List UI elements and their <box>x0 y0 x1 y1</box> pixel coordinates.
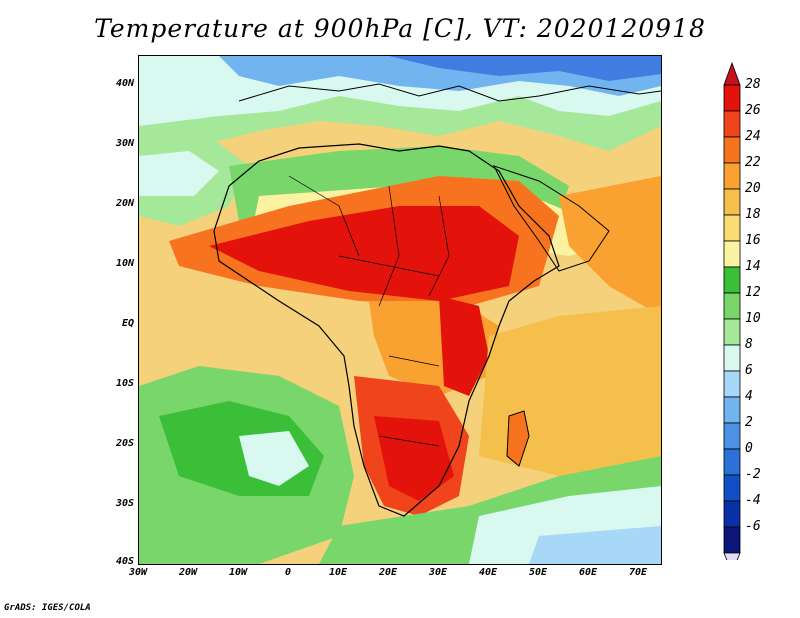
colorbar-label: 20 <box>745 181 761 196</box>
colorbar-swatch <box>723 136 741 164</box>
lon-label-60e: 60E <box>578 567 598 578</box>
colorbar <box>723 61 741 560</box>
colorbar-label: 6 <box>745 363 753 378</box>
lon-label-20e: 20E <box>378 567 398 578</box>
lon-label-50e: 50E <box>528 567 548 578</box>
lon-label-30w: 30W <box>128 567 148 578</box>
sahel-hot <box>209 206 519 301</box>
colorbar-swatch <box>723 448 741 476</box>
colorbar-top-arrow <box>723 61 741 86</box>
lat-label-30s: 30S <box>115 498 134 509</box>
colorbar-label: 0 <box>745 441 753 456</box>
lat-label-eq: EQ <box>121 318 134 329</box>
lat-label-10s: 10S <box>115 378 134 389</box>
colorbar-swatches <box>723 61 741 560</box>
colorbar-swatch <box>723 240 741 268</box>
lat-label-20s: 20S <box>115 438 134 449</box>
rift-hot <box>439 296 489 396</box>
lon-label-0: 0 <box>284 567 292 578</box>
colorbar-label: -2 <box>745 467 761 482</box>
lat-label-20n: 20N <box>115 198 134 209</box>
colorbar-swatch <box>723 84 741 112</box>
arabia-outline <box>493 165 610 272</box>
colorbar-label: 2 <box>745 415 753 430</box>
colorbar-swatch <box>723 266 741 294</box>
colorbar-swatch <box>723 422 741 450</box>
colorbar-label: 16 <box>745 233 761 248</box>
grads-credit: GrADS: IGES/COLA <box>4 603 91 613</box>
colorbar-swatch <box>723 188 741 216</box>
lon-label-10w: 10W <box>228 567 248 578</box>
colorbar-label: 4 <box>745 389 753 404</box>
colorbar-swatch <box>723 474 741 502</box>
colorbar-swatch <box>723 370 741 398</box>
africa-outline <box>213 143 560 517</box>
colorbar-label: -6 <box>745 519 761 534</box>
colorbar-label: 18 <box>745 207 761 222</box>
west-ocean-cool <box>139 151 219 196</box>
lat-label-30n: 30N <box>115 138 134 149</box>
lon-label-10e: 10E <box>328 567 348 578</box>
colorbar-swatch <box>723 526 741 554</box>
north-coldest-band <box>389 56 661 81</box>
lat-label-40n: 40N <box>115 78 134 89</box>
lon-label-40e: 40E <box>478 567 498 578</box>
southern-ocean-cold <box>529 526 661 564</box>
colorbar-bottom-arrow <box>723 552 741 560</box>
colorbar-swatch <box>723 396 741 424</box>
lon-label-30e: 30E <box>428 567 448 578</box>
map-title: Temperature at 900hPa [C], VT: 202012091… <box>94 14 706 43</box>
colorbar-label: 24 <box>745 129 761 144</box>
colorbar-label: 26 <box>745 103 761 118</box>
europe-coastline <box>238 83 661 102</box>
colorbar-swatch <box>723 214 741 242</box>
colorbar-label: 22 <box>745 155 761 170</box>
colorbar-swatch <box>723 110 741 138</box>
colorbar-label: -4 <box>745 493 761 508</box>
colorbar-swatch <box>723 344 741 372</box>
colorbar-label: 8 <box>745 337 753 352</box>
colorbar-label: 12 <box>745 285 761 300</box>
country-borders <box>288 175 450 447</box>
lat-label-40s: 40S <box>115 556 134 567</box>
temperature-field <box>139 56 661 564</box>
lon-label-20w: 20W <box>178 567 198 578</box>
temperature-map <box>138 55 662 565</box>
colorbar-label: 14 <box>745 259 761 274</box>
colorbar-swatch <box>723 500 741 528</box>
colorbar-label: 10 <box>745 311 761 326</box>
colorbar-label: 28 <box>745 77 761 92</box>
lat-label-10n: 10N <box>115 258 134 269</box>
indian-ocean-warm <box>479 306 661 476</box>
colorbar-swatch <box>723 162 741 190</box>
south-hottest <box>374 416 454 501</box>
south-atlantic-cool <box>239 431 309 486</box>
madagascar <box>506 410 530 467</box>
colorbar-swatch <box>723 318 741 346</box>
lon-label-70e: 70E <box>628 567 648 578</box>
colorbar-swatch <box>723 292 741 320</box>
